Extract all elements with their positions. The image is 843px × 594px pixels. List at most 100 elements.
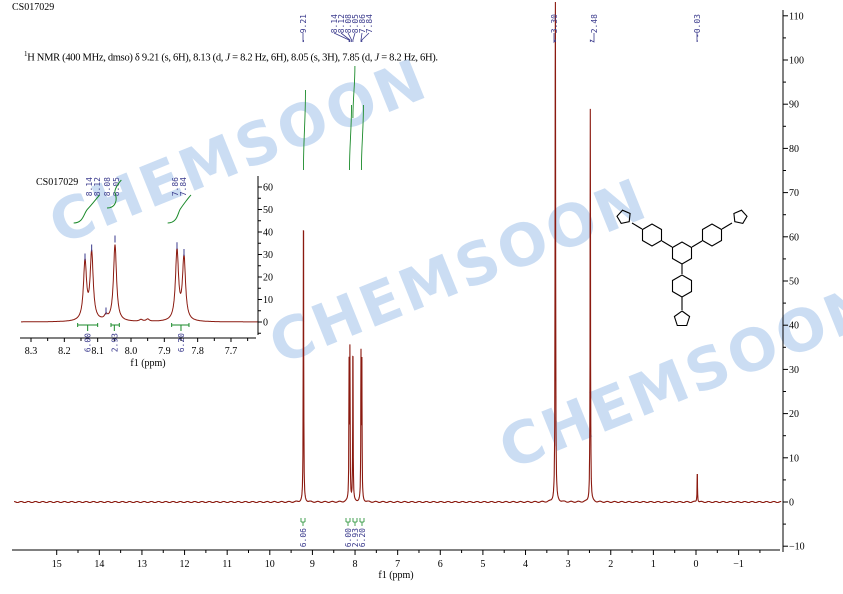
x-tick-label: 8 <box>353 559 358 570</box>
x-tick-label: 6 <box>438 559 443 570</box>
inset-y-tick-label: 10 <box>263 295 273 306</box>
peak-label: 8.14 <box>330 14 339 33</box>
triazole-ring <box>673 310 691 327</box>
y-tick-label: 40 <box>789 321 799 332</box>
inset-y-tick-label: 0 <box>263 318 268 329</box>
benzene-ring <box>641 223 663 247</box>
x-tick-label: 4 <box>523 559 528 570</box>
peak-label: 8.05 <box>351 14 360 33</box>
inset-y-tick-label: 20 <box>263 273 273 284</box>
x-tick-label: 2 <box>608 559 613 570</box>
y-tick-label: 80 <box>789 144 799 155</box>
inset-integral-bracket <box>171 323 190 331</box>
integral-bracket <box>300 518 306 526</box>
inset-peak-label: 8.08 <box>103 177 112 196</box>
x-tick-label: 3 <box>566 559 571 570</box>
peak-label: 9.21 <box>299 14 308 33</box>
inset-peak-label: 7.86 <box>171 177 180 196</box>
inset-y-tick-label: 60 <box>263 183 273 194</box>
inset-x-tick-label: 7.8 <box>191 346 204 357</box>
peak-label: 3.30 <box>550 14 559 33</box>
y-tick-label: 50 <box>789 277 799 288</box>
inset-y-tick-label: 40 <box>263 228 273 239</box>
inset-x-tick-label: 8.0 <box>125 346 138 357</box>
peak-label-leader <box>553 33 556 44</box>
integral-value: 6.06 <box>299 528 308 547</box>
watermark: CHEMSOON <box>260 165 658 378</box>
inset-title: CS017029 <box>36 177 78 188</box>
x-tick-label: 15 <box>52 559 62 570</box>
inset-peak-label: 8.14 <box>85 177 94 196</box>
peak-label: 8.08 <box>344 14 353 33</box>
sample-id-top: CS017029 <box>12 2 55 13</box>
integral-bracket <box>352 518 358 526</box>
x-tick-label: 10 <box>265 559 275 570</box>
y-tick-label: 70 <box>789 188 799 199</box>
inset-integral-bracket <box>110 323 120 331</box>
inset-integral-curve <box>73 194 101 224</box>
x-tick-label: 5 <box>480 559 485 570</box>
inset-integral-curve <box>106 179 122 209</box>
x-tick-label: 14 <box>94 559 104 570</box>
integral-curve <box>352 65 356 119</box>
triazole-ring <box>616 209 631 225</box>
inset-x-tick-label: 8.3 <box>25 346 38 357</box>
peak-label: 7.84 <box>365 14 374 33</box>
x-tick-label: 11 <box>222 559 232 570</box>
y-tick-label: 110 <box>789 11 804 22</box>
x-tick-label: 1 <box>651 559 656 570</box>
inset-integral-curve <box>167 194 192 224</box>
inset-peak-label: 7.84 <box>179 177 188 196</box>
peak-label-leader <box>347 32 353 42</box>
peak-label-leader <box>340 32 351 42</box>
inset-x-tick-label: 8.2 <box>58 346 71 357</box>
x-axis-label: f1 (ppm) <box>378 570 413 581</box>
spectrum-line <box>14 1 782 504</box>
inset-integral-bracket <box>77 323 99 331</box>
integral-value: 2.93 <box>351 528 360 547</box>
benzene-ring <box>671 241 693 265</box>
x-tick-label: 9 <box>310 559 315 570</box>
bond <box>661 240 673 248</box>
nmr-description: 1H NMR (400 MHz, dmso) δ 9.21 (s, 6H), 8… <box>24 50 438 64</box>
y-tick-label: 100 <box>789 56 804 67</box>
integral-curve <box>349 104 352 171</box>
y-tick-label: 30 <box>789 365 799 376</box>
benzene-ring <box>671 274 693 298</box>
inset-x-tick-label: 7.7 <box>225 346 238 357</box>
inset-peak-label: 8.12 <box>93 177 102 196</box>
inset-integral-value: 6.20 <box>177 333 186 352</box>
peak-label-leader <box>360 32 363 42</box>
y-tick-label: 90 <box>789 100 799 111</box>
bond <box>691 240 703 248</box>
triazole-ring <box>733 209 748 225</box>
integral-bracket <box>345 518 351 526</box>
inset-integral-value: 6.00 <box>84 333 93 352</box>
peak-label: 7.86 <box>358 14 367 33</box>
bond <box>721 222 733 230</box>
integral-curve <box>303 89 306 171</box>
y-tick-label: 20 <box>789 409 799 420</box>
integral-value: 6.20 <box>358 528 367 547</box>
x-tick-label: 13 <box>137 559 147 570</box>
bond <box>631 222 643 230</box>
molecule-structure <box>616 209 748 327</box>
inset-x-axis-label: f1 (ppm) <box>130 358 165 369</box>
x-tick-label: 7 <box>395 559 400 570</box>
watermark: CHEMSOON <box>490 270 843 483</box>
peak-label-leader <box>352 32 356 42</box>
integral-bracket <box>359 518 365 526</box>
inset-x-tick-label: 7.9 <box>158 346 171 357</box>
x-tick-label: 0 <box>694 559 699 570</box>
y-tick-label: 0 <box>789 498 794 509</box>
y-tick-label: 60 <box>789 232 799 243</box>
peak-label: 8.12 <box>337 14 346 33</box>
integral-curve <box>360 104 364 171</box>
inset-integral-value: 2.93 <box>110 333 119 352</box>
y-tick-label: −10 <box>789 542 805 553</box>
peak-label: -0.03 <box>693 14 702 38</box>
peak-label-leader <box>333 32 350 42</box>
integral-value: 6.00 <box>344 528 353 547</box>
